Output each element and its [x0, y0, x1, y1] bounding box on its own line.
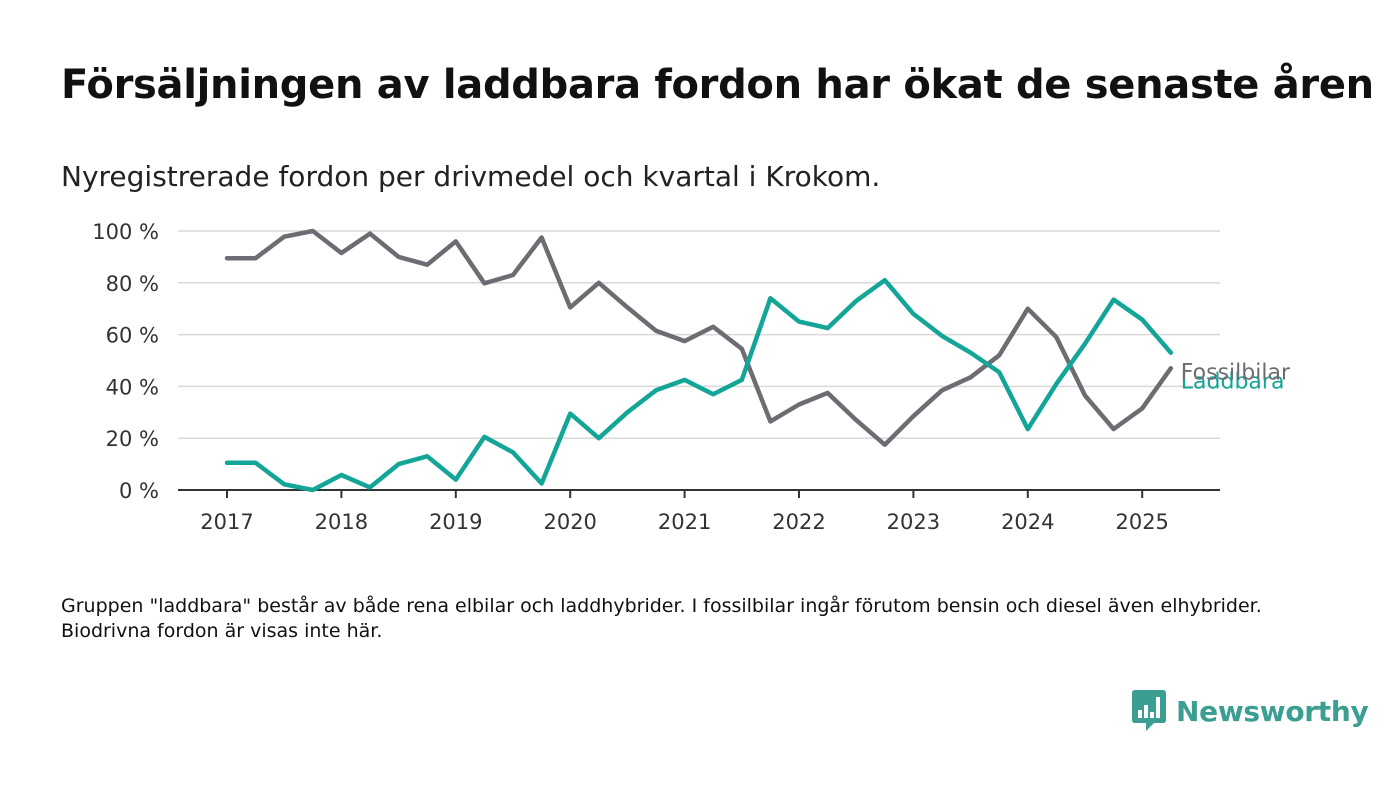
- line-chart: 0 % 20 % 40 % 60 % 80 % 100 % 2017 2018 2019 202…: [92, 220, 1291, 534]
- chart-footnote: Gruppen "laddbara" består av både rena e…: [61, 595, 1262, 642]
- y-tick-label: 80 %: [106, 272, 159, 296]
- x-tick-label: 2017: [200, 510, 253, 534]
- newsworthy-logo-icon: [1132, 690, 1166, 731]
- x-tick-label: 2019: [429, 510, 482, 534]
- x-tick-label: 2024: [1001, 510, 1054, 534]
- x-tick-label: 2018: [315, 510, 368, 534]
- y-tick-label: 20 %: [106, 427, 159, 451]
- y-tick-label: 40 %: [106, 375, 159, 399]
- x-axis-ticks: 2017 2018 2019 2020 2021 2022 2023 2024 2025: [200, 490, 1169, 534]
- x-tick-label: 2025: [1115, 510, 1168, 534]
- series-line-fossilbilar: [224, 228, 1174, 447]
- x-tick-label: 2023: [887, 510, 940, 534]
- series-lines: [224, 228, 1174, 493]
- brand-name: Newsworthy: [1176, 694, 1369, 728]
- chart-title: Försäljningen av laddbara fordon har öka…: [61, 62, 1374, 108]
- x-tick-label: 2021: [658, 510, 711, 534]
- series-label-fossilbilar: Fossilbilar: [1181, 360, 1291, 385]
- y-axis-tick-labels: 0 % 20 % 40 % 60 % 80 % 100 %: [92, 220, 159, 503]
- y-tick-label: 0 %: [119, 479, 159, 503]
- x-tick-label: 2022: [772, 510, 825, 534]
- x-tick-label: 2020: [543, 510, 596, 534]
- y-tick-label: 60 %: [106, 324, 159, 348]
- newsworthy-brand[interactable]: Newsworthy: [1132, 690, 1369, 732]
- series-line-laddbara: [224, 277, 1174, 493]
- series-label-laddbara: Laddbara: [1181, 370, 1285, 395]
- chart-subtitle: Nyregistrerade fordon per drivmedel och …: [61, 160, 881, 193]
- y-tick-label: 100 %: [92, 220, 159, 244]
